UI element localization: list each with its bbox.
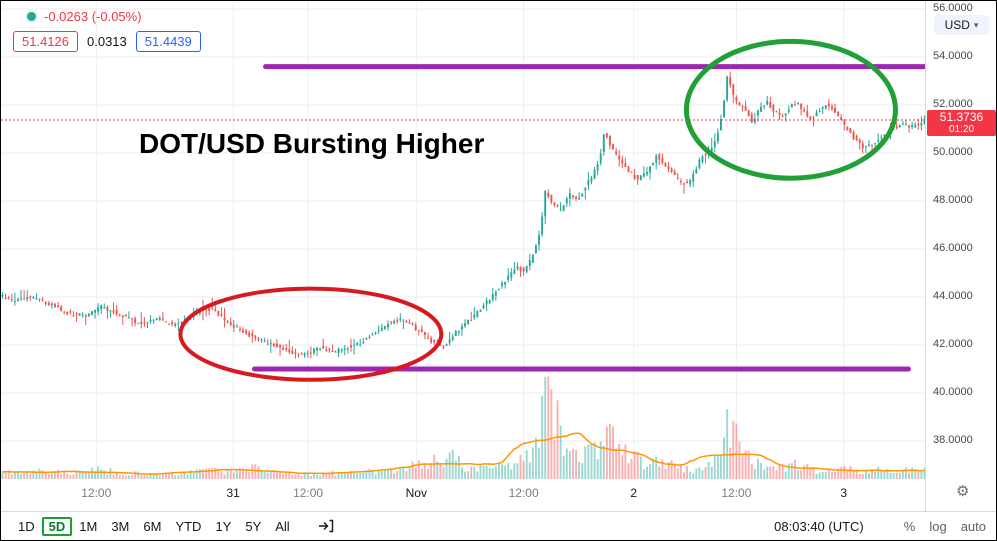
breakout-ellipse [683, 38, 898, 181]
current-price-value: 51.3736 [939, 110, 984, 125]
consolidation-ellipse [178, 286, 444, 382]
time-axis-label: 12:00 [508, 486, 539, 500]
price-axis-label: 50.0000 [933, 145, 973, 158]
volume-ma-line [2, 432, 925, 475]
time-axis-label: 31 [226, 486, 240, 500]
bottom-toolbar: 1D 5D 1M 3M 6M YTD 1Y 5Y All 08:03:40 (UTC) % lo… [1, 511, 996, 540]
range-button-3m[interactable]: 3M [111, 518, 130, 534]
time-axis-label: 12:00 [721, 486, 752, 500]
volume-bars [1, 376, 926, 479]
price-axis-label: 40.0000 [933, 385, 973, 398]
price-axis-label: 56.0000 [933, 1, 973, 14]
bar-countdown: 01:20 [948, 124, 975, 136]
time-axis-label: 12:00 [293, 486, 324, 500]
range-button-6m[interactable]: 6M [143, 518, 162, 534]
currency-label: USD [944, 18, 970, 32]
chart-area[interactable]: -0.0263 (-0.05%) 51.4126 0.0313 51.4439 … [1, 1, 926, 481]
candlestick-chart [1, 1, 926, 481]
price-axis-label: 38.0000 [933, 433, 973, 446]
log-scale-button[interactable]: log [929, 518, 947, 534]
current-price-badge: 51.3736 01:20 [927, 110, 996, 137]
grid [1, 1, 926, 481]
gear-icon[interactable]: ⚙ [956, 483, 970, 500]
buy-price-button[interactable]: 51.4439 [135, 31, 201, 52]
price-axis-label: 52.0000 [933, 97, 973, 110]
price-change-text: -0.0263 (-0.05%) [44, 8, 142, 24]
price-axis-label: 54.0000 [933, 49, 973, 62]
market-status-dot [27, 11, 36, 21]
currency-dropdown[interactable]: USD ▾ [934, 15, 989, 35]
price-axis-label: 44.0000 [933, 289, 973, 302]
time-axis-label: 2 [630, 486, 638, 500]
time-axis-label: Nov [405, 486, 427, 500]
range-button-5d[interactable]: 5D [41, 516, 73, 536]
time-axis-label: 12:00 [81, 486, 112, 500]
auto-scale-button[interactable]: auto [960, 518, 986, 534]
range-button-5y[interactable]: 5Y [245, 518, 262, 534]
go-to-date-icon[interactable] [317, 517, 335, 535]
symbol-legend: -0.0263 (-0.05%) 51.4126 0.0313 51.4439 [13, 7, 201, 52]
range-selector: 1D 5D 1M 3M 6M YTD 1Y 5Y All [11, 516, 297, 536]
range-button-1d[interactable]: 1D [18, 518, 35, 534]
range-button-ytd[interactable]: YTD [175, 518, 202, 534]
price-axis[interactable]: 56.0000 54.0000 52.0000 50.0000 48.0000 46.00… [925, 1, 996, 511]
time-axis-label: 3 [840, 486, 848, 500]
range-button-all[interactable]: All [275, 518, 290, 534]
time-axis[interactable]: 12:00 31 12:00 Nov 12:00 2 12:00 3 [1, 481, 925, 511]
percent-scale-button[interactable]: % [903, 518, 916, 534]
clock[interactable]: 08:03:40 (UTC) [774, 518, 864, 534]
candles [1, 71, 926, 359]
sell-price-button[interactable]: 51.4126 [13, 31, 78, 52]
price-axis-label: 48.0000 [933, 193, 973, 206]
range-button-1m[interactable]: 1M [79, 518, 98, 534]
price-axis-label: 42.0000 [933, 337, 973, 350]
chevron-down-icon: ▾ [973, 19, 979, 30]
price-axis-label: 46.0000 [933, 241, 973, 254]
spread-value: 0.0313 [87, 34, 127, 49]
range-button-1y[interactable]: 1Y [215, 518, 232, 534]
